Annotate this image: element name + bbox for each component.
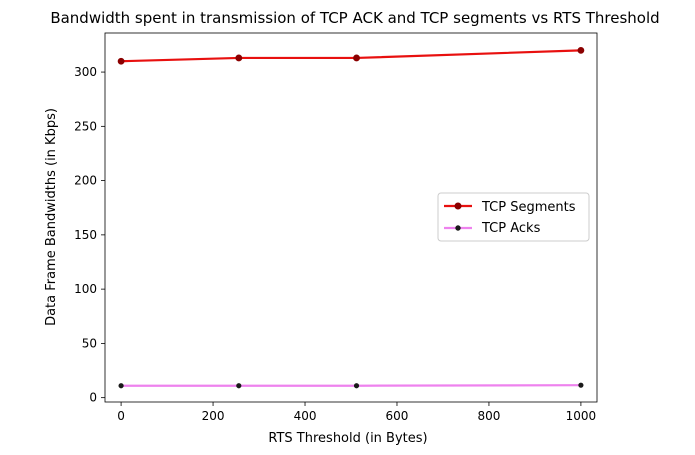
y-tick-label: 50: [82, 336, 97, 350]
data-point-tcp-segments: [117, 57, 125, 65]
x-tick-label: 400: [294, 409, 317, 423]
data-point-tcp-acks: [353, 383, 360, 389]
x-tick-label: 800: [477, 409, 500, 423]
data-point-tcp-acks: [578, 382, 584, 388]
legend-label-tcp-acks: TCP Acks: [481, 221, 541, 236]
y-tick-label: 250: [74, 119, 97, 133]
y-tick-label: 150: [74, 228, 97, 242]
x-tick-label: 200: [202, 409, 225, 423]
data-point-tcp-segments: [577, 46, 585, 54]
data-point-tcp-acks: [118, 383, 124, 389]
x-tick-label: 0: [117, 409, 125, 423]
data-point-tcp-acks: [236, 383, 242, 389]
legend-box: [437, 192, 590, 242]
data-point-tcp-segments: [235, 54, 243, 62]
legend-label-tcp-segments: TCP Segments: [481, 200, 576, 215]
y-axis-ticks: 0 50 100 150 200 250 300: [74, 65, 105, 405]
x-tick-label: 1000: [566, 409, 597, 423]
y-tick-label: 300: [74, 65, 97, 79]
legend: TCP Segments TCP Acks: [437, 192, 590, 242]
chart-title: Bandwidth spent in transmission of TCP A…: [50, 9, 659, 27]
series-layer: [117, 46, 585, 389]
x-axis-label: RTS Threshold (in Bytes): [268, 431, 427, 446]
legend-marker-tcp-acks: [455, 225, 461, 231]
x-tick-label: 600: [386, 409, 409, 423]
y-axis-label: Data Frame Bandwidths (in Kbps): [44, 108, 59, 326]
y-tick-label: 100: [74, 282, 97, 296]
data-point-tcp-segments: [353, 54, 360, 62]
x-axis-ticks: 0 200 400 600 800 1000: [117, 402, 596, 423]
series-line-tcp-acks: [121, 384, 581, 387]
y-tick-label: 0: [89, 391, 97, 405]
legend-marker-tcp-segments: [454, 202, 462, 210]
series-line-tcp-segments: [121, 49, 581, 63]
y-tick-label: 200: [74, 174, 97, 188]
